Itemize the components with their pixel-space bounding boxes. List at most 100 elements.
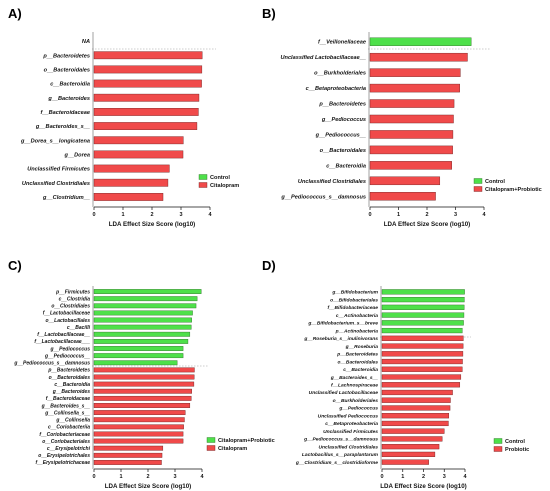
bar-g-dorea-s-longicatena bbox=[93, 136, 184, 145]
bar-p-bacteroidetes bbox=[369, 99, 455, 108]
bar-g-pediococcus bbox=[381, 405, 451, 411]
category-label: c__Actinobacteria bbox=[336, 313, 378, 319]
category-label: f__Bacteroidaceae bbox=[46, 396, 90, 402]
category-label: NA bbox=[82, 39, 90, 45]
bar-f-veillonellaceae bbox=[369, 37, 472, 46]
bar-o-bacteroidales bbox=[381, 358, 463, 365]
category-label: o__Clostridiales bbox=[51, 304, 90, 310]
bar-g-pediococcus-s-damnosus bbox=[369, 192, 436, 201]
category-label: g__Bifidobacterium_s__breve bbox=[307, 321, 378, 327]
category-label: o__Bacteroidales bbox=[337, 359, 378, 365]
legend-swatch bbox=[206, 445, 216, 451]
category-label: c__Clostridia bbox=[59, 296, 91, 302]
bar-unclassified-firmicutes bbox=[93, 164, 170, 173]
bar-o-bacteroidales bbox=[369, 145, 453, 155]
bar-c-bacilli bbox=[93, 324, 192, 330]
bar-c-betaproteobacteria bbox=[369, 83, 460, 93]
bar-g-collinsella-s- bbox=[93, 410, 186, 416]
bar-o-bifidobacteriales bbox=[381, 297, 465, 303]
bar-unclassified-firmicutes bbox=[381, 428, 445, 434]
bar-p-bacteroidetes bbox=[93, 367, 195, 373]
bar-g-pediococcus bbox=[369, 114, 454, 124]
bar-g-dorea bbox=[93, 150, 184, 159]
x-tick-label: 2 bbox=[422, 474, 425, 480]
category-label: c__Bacteroidia bbox=[343, 367, 378, 373]
x-tick-label: 3 bbox=[173, 474, 176, 480]
category-label: c__Bacteroidia bbox=[326, 163, 366, 169]
category-label: g__Pediococcus_s__damnosus bbox=[303, 437, 378, 443]
bar-c-coriobacteriia bbox=[93, 424, 184, 430]
x-tick-label: 4 bbox=[463, 474, 467, 480]
bar-f-erysipelotrichaceae bbox=[93, 460, 162, 465]
x-tick-label: 2 bbox=[425, 212, 428, 218]
category-label: g__Bacteroides bbox=[52, 389, 90, 395]
x-axis-label: LDA Effect Size Score (log10) bbox=[380, 483, 466, 490]
category-label: f__Lachnospiraceae bbox=[331, 383, 378, 389]
category-label: g__Bacteroides_s__ bbox=[41, 403, 91, 409]
bar-f-bifidobacteriaceae bbox=[381, 304, 465, 310]
legend-entry: Control bbox=[485, 179, 505, 185]
category-label: g__Bacteroides_s__ bbox=[35, 124, 90, 130]
x-tick-label: 1 bbox=[121, 212, 124, 218]
bar-o-burkholderiales bbox=[369, 68, 461, 77]
category-label: g__Bacteroides_s__ bbox=[330, 375, 379, 381]
bar-g-pediococcus-s-damnosus bbox=[93, 360, 178, 366]
legend-entry: Citalopram+Probiotic bbox=[485, 187, 542, 193]
bar-c-bacteroidia bbox=[93, 79, 202, 88]
category-label: c__Bacteroidia bbox=[50, 82, 90, 88]
legend-swatch bbox=[198, 182, 208, 188]
category-label: o__Bacteroidales bbox=[44, 67, 90, 73]
legend-entry: Citalopram bbox=[218, 446, 247, 452]
legend-swatch bbox=[473, 178, 483, 184]
category-label: g__Bacteroides bbox=[47, 96, 90, 102]
bar-g-collinsella bbox=[93, 417, 185, 423]
x-tick-label: 1 bbox=[401, 474, 404, 480]
category-label: g__Pediococcus bbox=[50, 346, 91, 352]
category-label: o__Burkholderiales bbox=[314, 71, 366, 77]
category-label: p__Bacteroidetes bbox=[318, 102, 366, 108]
category-label: p__Bacteroidetes bbox=[336, 352, 378, 358]
bar-unclassified-clostridiales bbox=[93, 178, 169, 187]
category-label: Unclassified Lactobacillaceae bbox=[309, 390, 379, 396]
category-label: g__Collinsella_s__ bbox=[44, 410, 90, 416]
bar-g-pediococcus-s-damnosus bbox=[381, 436, 443, 442]
bar-unclassified-clostridiales bbox=[381, 444, 440, 450]
bar-lactobacillus-s-paraplantarum bbox=[381, 451, 436, 457]
bar-unclassified-clostridiales bbox=[369, 176, 441, 186]
panel-label: A) bbox=[8, 6, 22, 21]
bar-c-actinobacteria bbox=[381, 312, 465, 318]
bar-f-lachnospiraceae bbox=[381, 382, 461, 388]
bar-o-coriobacteriales bbox=[93, 438, 184, 444]
category-label: g__Pediococcus_s__damnosus bbox=[13, 361, 90, 367]
category-label: Unclassified Lactobacillaceae__ bbox=[280, 55, 366, 61]
bar-c-clostridia bbox=[93, 296, 198, 302]
bar-c-bacteroidia bbox=[93, 381, 195, 387]
legend-entry: Citalopram+Probiotic bbox=[218, 438, 275, 444]
legend-entry: Control bbox=[210, 175, 230, 181]
bar-g-roseburia-s-inulinivorans bbox=[381, 335, 464, 341]
category-label: f__Erysipelotrichaceae bbox=[36, 460, 91, 466]
x-tick-label: 1 bbox=[119, 474, 122, 480]
category-label: p__Bacteroidetes bbox=[47, 368, 90, 374]
category-label: Unclassified Pediococcus bbox=[318, 413, 379, 419]
panel-label: B) bbox=[262, 6, 276, 21]
category-label: o__Coriobacteriales bbox=[42, 439, 90, 445]
bar-o-erysipelotrichales bbox=[93, 452, 163, 458]
bar-g-bacteroides-s- bbox=[93, 122, 198, 130]
bar-o-clostridiales bbox=[93, 303, 197, 309]
bar-g-clostridium- bbox=[93, 193, 164, 201]
category-label: g__Pediococcus bbox=[338, 406, 378, 412]
category-label: o__Lactobacillales bbox=[46, 318, 91, 324]
category-label: Unclassified Clostridiales bbox=[298, 179, 366, 185]
x-tick-label: 4 bbox=[482, 212, 486, 218]
bar-g-bacteroides-s- bbox=[381, 374, 462, 380]
category-label: g__Dorea_s__longicatena bbox=[20, 138, 90, 144]
category-label: c__Erysipelotrichi bbox=[47, 446, 91, 452]
x-tick-label: 3 bbox=[443, 474, 446, 480]
x-tick-label: 4 bbox=[208, 212, 212, 218]
bar-f-lactobacillaceae bbox=[93, 310, 193, 316]
legend-entry: Probiotic bbox=[505, 447, 529, 453]
x-tick-label: 0 bbox=[380, 474, 383, 480]
panel-2: B) f__Veillonellaceae Unclassified Lactoba… bbox=[262, 6, 542, 228]
